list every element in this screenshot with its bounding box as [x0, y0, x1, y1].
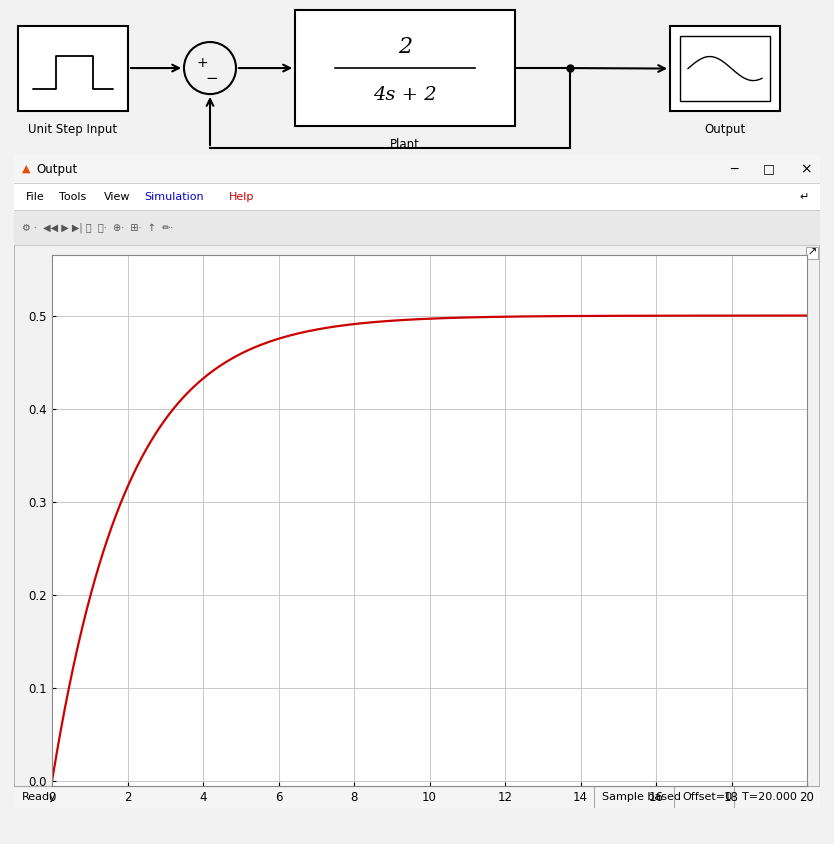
Text: ⚙ ·  ◀◀ ▶ ▶| ⏹  🔧·  ⊕·  ⊞·  ↑  ✏·: ⚙ · ◀◀ ▶ ▶| ⏹ 🔧· ⊕· ⊞· ↑ ✏· — [22, 223, 173, 233]
Text: ▲: ▲ — [22, 164, 31, 174]
Text: ─: ─ — [731, 163, 738, 176]
Bar — [670, 26, 780, 111]
Bar — [18, 26, 128, 111]
Bar — [14, 786, 820, 808]
Text: +: + — [196, 56, 208, 70]
Bar — [14, 210, 820, 245]
Text: 4s + 2: 4s + 2 — [373, 86, 437, 104]
Bar — [14, 183, 820, 210]
Bar — [14, 155, 820, 183]
Bar — [295, 10, 515, 126]
Text: Help: Help — [229, 192, 254, 202]
Text: T=20.000: T=20.000 — [742, 792, 796, 802]
Text: 2: 2 — [398, 36, 412, 58]
Text: Output: Output — [36, 163, 78, 176]
Text: Output: Output — [705, 123, 746, 136]
Text: −: − — [206, 71, 219, 85]
Bar — [680, 36, 770, 101]
Text: Unit Step Input: Unit Step Input — [28, 123, 118, 136]
Text: Tools: Tools — [59, 192, 86, 202]
Text: Sample based: Sample based — [602, 792, 681, 802]
Text: Ready: Ready — [22, 792, 57, 802]
Text: File: File — [26, 192, 45, 202]
Text: Simulation: Simulation — [144, 192, 203, 202]
Text: Plant: Plant — [390, 138, 420, 151]
Text: ↗: ↗ — [807, 248, 816, 258]
Text: View: View — [104, 192, 130, 202]
Text: ↵: ↵ — [800, 192, 809, 202]
Text: Offset=0: Offset=0 — [682, 792, 732, 802]
Text: □: □ — [763, 163, 775, 176]
Text: ×: × — [800, 162, 811, 176]
